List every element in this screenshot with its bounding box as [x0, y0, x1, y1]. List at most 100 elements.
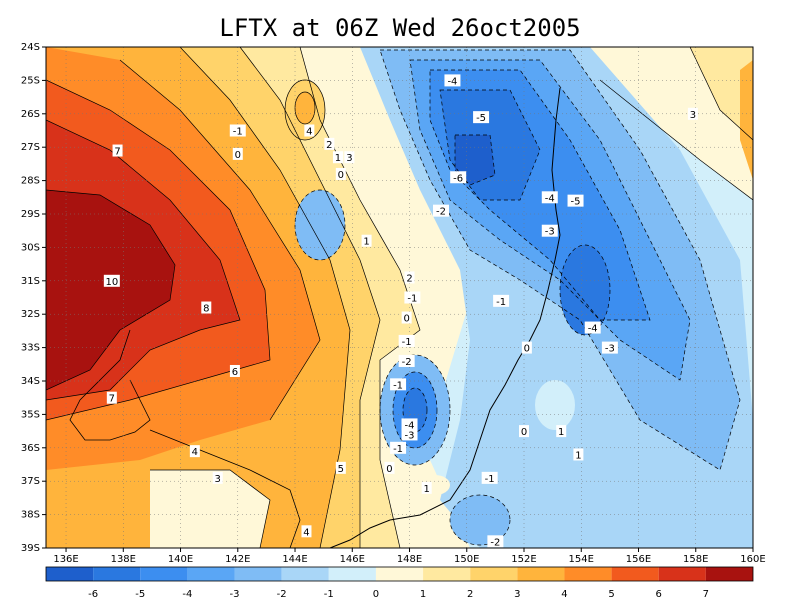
- lon-label: 138E: [111, 554, 136, 565]
- svg-text:-2: -2: [490, 537, 500, 548]
- svg-text:-2: -2: [402, 357, 412, 368]
- svg-text:0: 0: [338, 170, 344, 181]
- contour-label: 0: [401, 311, 412, 325]
- svg-text:-1: -1: [485, 474, 495, 485]
- contour-label: 2: [324, 137, 335, 151]
- svg-text:0: 0: [403, 314, 409, 325]
- svg-text:4: 4: [303, 527, 309, 538]
- colorbar-label: 3: [514, 589, 520, 600]
- contour-label: -4: [584, 321, 601, 335]
- contour-label: -1: [398, 334, 415, 348]
- coastline: [329, 87, 561, 548]
- contour-label: 1: [573, 448, 584, 461]
- svg-text:-1: -1: [233, 127, 243, 138]
- map-title: LFTX at 06Z Wed 26oct2005: [219, 14, 581, 42]
- lat-label: 31S: [21, 276, 40, 287]
- contour-label: 4: [189, 445, 200, 458]
- colorbar-swatch: [46, 567, 94, 581]
- contour-label: 6: [229, 364, 240, 378]
- contour-label: -6: [450, 171, 467, 184]
- svg-text:4: 4: [192, 447, 198, 458]
- latitude-axis: 24S 25S 26S 27S 28S 29S 30S 31S 32S 33S 34S 35S 36S 3…: [21, 42, 46, 554]
- svg-text:0: 0: [386, 464, 392, 475]
- colorbar-swatch: [611, 567, 659, 581]
- lon-label: 136E: [53, 554, 78, 565]
- lat-label: 27S: [21, 142, 40, 153]
- colorbar-label: 5: [608, 589, 614, 600]
- colorbar: -6 -5 -4 -3 -2 -1 0 1 2 3 4 5 6 7: [45, 566, 754, 600]
- contour-label: 10: [103, 274, 120, 288]
- colorbar-swatch: [564, 567, 612, 581]
- lat-label: 34S: [21, 376, 40, 387]
- contour-label: -1: [229, 124, 246, 138]
- svg-text:-3: -3: [545, 227, 555, 238]
- svg-text:4: 4: [306, 127, 312, 138]
- lon-label: 144E: [282, 554, 307, 565]
- contour-label: 0: [232, 147, 243, 161]
- svg-text:-4: -4: [545, 193, 555, 204]
- colorbar-swatch: [328, 567, 376, 581]
- contour-label: 4: [301, 525, 312, 538]
- lon-label: 160E: [740, 554, 765, 565]
- contour-label: -1: [390, 441, 407, 455]
- colorbar-swatch: [375, 567, 424, 581]
- contour-label: 1: [421, 481, 432, 495]
- lat-label: 37S: [21, 476, 40, 487]
- svg-text:3: 3: [690, 110, 696, 121]
- svg-text:-4: -4: [405, 420, 415, 431]
- colorbar-label: 2: [467, 589, 473, 600]
- svg-text:0: 0: [235, 150, 241, 161]
- colorbar-swatch: [470, 567, 518, 581]
- contour-label: 3: [212, 471, 223, 485]
- contour-label: 0: [521, 341, 532, 355]
- svg-text:1: 1: [558, 427, 564, 438]
- colorbar-label: -6: [88, 589, 98, 600]
- contour-label: 1: [332, 151, 343, 164]
- lat-label: 33S: [21, 343, 40, 354]
- lat-label: 29S: [21, 209, 40, 220]
- svg-text:0: 0: [524, 344, 530, 355]
- colorbar-label: 0: [373, 589, 379, 600]
- contour-label: -3: [401, 428, 418, 441]
- lon-label: 154E: [569, 554, 594, 565]
- colorbar-label: -3: [230, 589, 240, 600]
- contour-label: -5: [473, 111, 490, 124]
- contour-label: 4: [304, 124, 315, 138]
- svg-text:-1: -1: [496, 297, 506, 308]
- contour-label: 0: [519, 425, 530, 438]
- lon-label: 148E: [397, 554, 422, 565]
- colorbar-swatch: [705, 567, 753, 581]
- contour-label: 5: [335, 461, 346, 475]
- svg-text:-2: -2: [436, 207, 446, 218]
- lat-label: 39S: [21, 543, 40, 554]
- svg-text:-6: -6: [453, 173, 463, 184]
- colorbar-label: 7: [703, 589, 709, 600]
- svg-text:5: 5: [338, 464, 344, 475]
- lat-label: 32S: [21, 309, 40, 320]
- contour-label: -5: [567, 194, 584, 208]
- lon-label: 158E: [683, 554, 708, 565]
- contour-label: -1: [481, 471, 498, 485]
- svg-text:3: 3: [346, 153, 352, 164]
- svg-text:3: 3: [215, 474, 221, 485]
- contour-label: -1: [404, 291, 421, 305]
- colorbar-label: -2: [277, 589, 287, 600]
- contour-label: -3: [601, 341, 618, 355]
- svg-text:-4: -4: [447, 76, 457, 87]
- contour-label: 1: [556, 425, 567, 438]
- contour-label: 7: [106, 391, 117, 405]
- contour-label: -4: [444, 74, 461, 87]
- lon-label: 142E: [225, 554, 250, 565]
- svg-text:7: 7: [109, 394, 115, 405]
- colorbar-swatch: [423, 567, 471, 581]
- colorbar-label: 6: [656, 589, 662, 600]
- contour-label: 0: [384, 461, 395, 475]
- contour-label: 7: [112, 144, 123, 158]
- contour-label: 8: [201, 301, 212, 315]
- svg-text:8: 8: [203, 304, 209, 315]
- svg-text:-3: -3: [405, 430, 415, 441]
- lat-label: 35S: [21, 409, 40, 420]
- colorbar-swatch: [517, 567, 565, 581]
- lon-label: 156E: [626, 554, 651, 565]
